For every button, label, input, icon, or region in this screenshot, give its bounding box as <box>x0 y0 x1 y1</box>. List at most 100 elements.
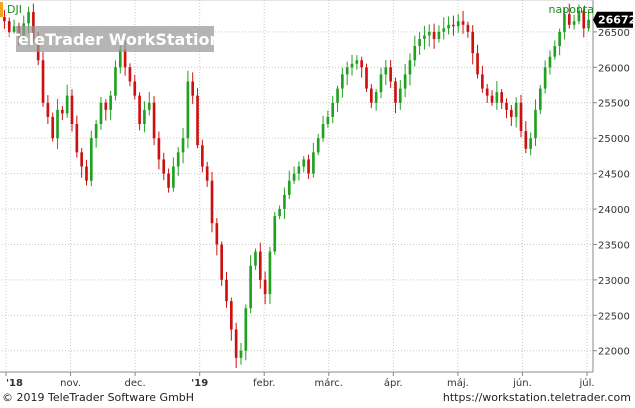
candle-body <box>437 31 441 39</box>
candle-body <box>205 166 209 181</box>
candle-body <box>157 138 161 160</box>
candle-body <box>292 173 296 181</box>
candle-body <box>128 67 132 82</box>
x-tick-label: jún. <box>512 377 532 388</box>
candle-body <box>89 138 93 181</box>
candle-body <box>394 81 397 103</box>
candle-body <box>341 74 344 89</box>
candle-body <box>427 31 431 36</box>
x-tick-label: ápr. <box>384 377 403 388</box>
candle-body <box>553 46 557 57</box>
x-tick-label: '18 <box>6 378 23 388</box>
candle-body <box>191 81 195 96</box>
candle-body <box>567 14 571 25</box>
candle-body <box>104 102 108 110</box>
candle-body <box>46 102 50 117</box>
plot-area <box>0 0 593 372</box>
candle-body <box>118 49 122 68</box>
candle-body <box>481 74 484 89</box>
candle-body <box>452 24 455 27</box>
candle-body <box>167 173 170 188</box>
candle-body <box>582 10 586 29</box>
watermark: TeleTrader WorkStation <box>9 30 221 49</box>
candle-body <box>312 152 315 174</box>
candle-body <box>263 279 267 295</box>
candle-body <box>27 12 30 24</box>
candle-body <box>345 67 349 75</box>
candle-body <box>370 88 373 103</box>
candle-body <box>534 109 537 139</box>
candle-body <box>316 138 320 153</box>
candle-body <box>181 138 185 153</box>
symbol-label: DJI <box>7 3 22 16</box>
candle-body <box>249 265 252 309</box>
candle-body <box>398 88 402 103</box>
candle-body <box>109 95 112 110</box>
y-axis: 22000 22500 23000 23500 24000 24500 25000 25500… <box>598 28 630 358</box>
x-tick-label: máj. <box>447 377 469 388</box>
candle-body <box>389 67 392 82</box>
candle-body <box>495 92 499 103</box>
candle-body <box>307 159 310 174</box>
candle-body <box>336 88 339 103</box>
x-tick-label: márc. <box>315 377 343 388</box>
candle-body <box>302 159 306 167</box>
candle-body <box>143 109 146 124</box>
candle-body <box>229 301 233 330</box>
candle-body <box>196 95 199 146</box>
candle-body <box>365 67 368 89</box>
x-tick-label: dec. <box>125 378 146 388</box>
x-tick-label: febr. <box>253 378 275 388</box>
candle-body <box>514 102 518 117</box>
candle-body <box>456 21 460 27</box>
candle-body <box>56 109 59 139</box>
candle-body <box>355 60 359 64</box>
candle-body <box>423 35 426 39</box>
x-axis: '18 nov. dec. '19 febr. márc. ápr. máj. jún. júl. <box>6 377 595 388</box>
candle-body <box>225 279 228 302</box>
candle-body <box>490 95 494 103</box>
candle-body <box>70 95 74 124</box>
copyright: © 2019 TeleTrader Software GmbH <box>2 391 195 404</box>
candle-body <box>7 21 11 32</box>
candle-body <box>220 244 223 280</box>
candle-body <box>510 109 513 117</box>
candle-body <box>239 350 243 358</box>
price-chart: 22000 22500 23000 23500 24000 24500 25000 25500… <box>0 0 635 388</box>
candle-body <box>133 81 137 96</box>
candle-body <box>432 31 436 39</box>
candle-body <box>41 60 45 103</box>
candle-body <box>548 56 552 68</box>
candle-body <box>85 166 88 181</box>
candle-body <box>99 102 103 124</box>
candle-body <box>447 24 450 29</box>
candle-body <box>65 95 69 114</box>
candle-body <box>326 116 330 124</box>
candle-body <box>258 251 262 280</box>
y-tick-label: 23500 <box>598 240 630 251</box>
candle-body <box>80 152 83 167</box>
candle-body <box>176 152 180 167</box>
x-tick-label: nov. <box>60 378 81 388</box>
candle-body <box>268 251 272 295</box>
candle-body <box>172 166 175 188</box>
candle-body <box>61 109 64 114</box>
candle-body <box>114 67 117 96</box>
last-value-tag: 26672 <box>593 11 635 28</box>
candle-body <box>563 14 566 32</box>
x-tick-label: júl. <box>578 377 594 388</box>
candle-body <box>572 21 576 25</box>
candle-body <box>331 102 335 117</box>
candle-body <box>283 194 286 210</box>
watermark-box <box>16 26 214 52</box>
candle-body <box>558 31 561 47</box>
candle-body <box>538 88 542 110</box>
candle-body <box>138 95 141 124</box>
candle-body <box>413 46 417 61</box>
candle-body <box>529 138 532 149</box>
candle-body <box>500 92 504 103</box>
candle-body <box>485 88 489 96</box>
source-link[interactable]: https://workstation.teletrader.com <box>442 391 631 404</box>
candle-body <box>471 31 475 54</box>
candle-body <box>321 124 325 139</box>
